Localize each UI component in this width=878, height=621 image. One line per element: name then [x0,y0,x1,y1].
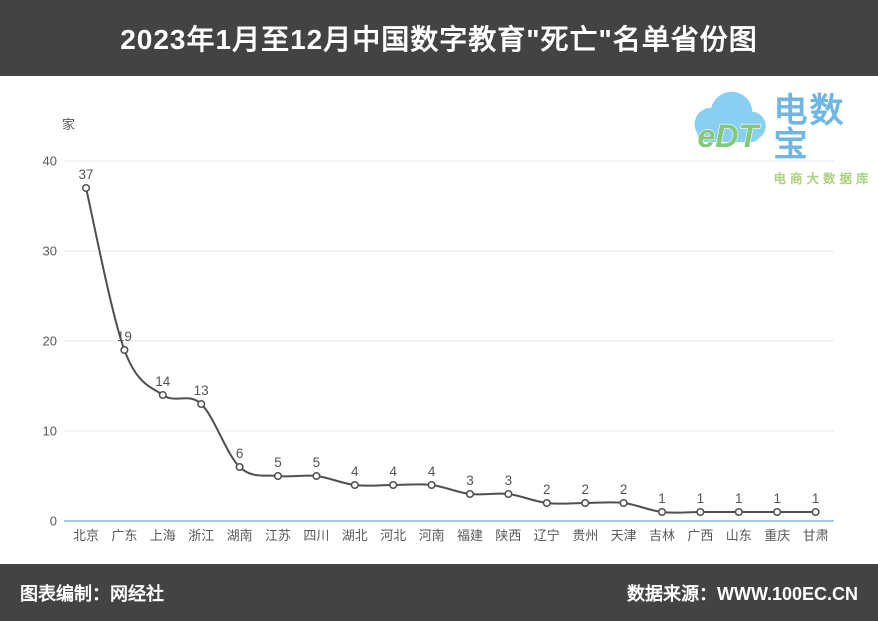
data-point-label: 3 [505,473,513,488]
data-point-label: 1 [812,491,820,506]
watermark-brand: 电数宝 [773,92,846,164]
x-category-label: 辽宁 [534,528,560,543]
data-point-marker [542,498,551,508]
watermark-text-block: 电数宝 电商大数据库 [774,86,876,187]
x-category-label: 江苏 [265,528,291,543]
data-point-marker [581,498,590,508]
data-point-marker [465,489,475,499]
x-category-label: 上海 [150,528,176,543]
data-point-label: 37 [78,167,93,182]
y-tick-label: 40 [43,154,57,169]
data-point-label: 6 [236,446,244,461]
x-category-label: 重庆 [764,528,790,543]
x-category-label: 浙江 [188,528,214,543]
data-point-label: 2 [543,482,551,497]
data-point-label: 4 [428,464,436,479]
data-point-label: 2 [620,482,628,497]
data-point-label: 5 [313,455,321,470]
cloud-shape [694,91,766,143]
x-category-label: 河北 [380,528,406,543]
chart-svg: 家01020304037北京19广东14上海13浙江6湖南5江苏5四川4湖北4河… [43,117,834,543]
data-point-marker [773,507,782,517]
y-tick-label: 20 [43,334,57,349]
y-axis-unit-label: 家 [62,117,75,132]
data-point-marker [504,489,513,499]
data-line [85,187,816,514]
x-category-label: 河南 [419,528,445,543]
watermark-tagline: 电商大数据库 [773,172,873,186]
data-point-marker [312,471,321,481]
x-category-label: 福建 [457,528,483,543]
data-point-label: 1 [658,491,666,506]
data-point-marker [734,507,743,517]
data-point-marker [350,480,359,490]
x-category-label: 北京 [73,528,99,543]
x-category-label: 湖南 [227,528,253,543]
x-category-label: 吉林 [649,528,675,543]
data-point-label: 5 [274,455,282,470]
data-point-marker [811,507,820,517]
data-point-label: 1 [697,491,705,506]
data-point-marker [619,498,628,508]
cloud-logo-icon: eDT [694,91,766,154]
footer-bar: 图表编制：网经社 数据来源：WWW.100EC.CN [0,564,878,621]
x-category-label: 天津 [611,528,637,543]
data-point-marker [81,183,91,193]
data-point-marker [389,480,398,490]
x-category-label: 山东 [726,528,752,543]
data-point-label: 1 [735,491,743,506]
data-point-marker [657,507,667,517]
footer-credit: 图表编制：网经社 [20,583,164,604]
data-point-marker [273,471,283,481]
x-category-label: 广西 [687,528,713,543]
y-tick-label: 10 [43,424,57,439]
footer-source: 数据来源：WWW.100EC.CN [626,583,858,604]
y-tick-label: 0 [50,514,57,529]
data-point-marker [427,480,436,490]
data-point-label: 3 [466,473,474,488]
data-point-marker [158,390,167,400]
x-category-label: 广东 [111,528,137,543]
data-point-marker [120,345,129,355]
logo-edt-text: eDT [697,118,760,154]
x-category-label: 陕西 [495,528,521,543]
data-point-label: 19 [117,329,132,344]
data-point-label: 2 [581,482,589,497]
x-category-label: 甘肃 [803,528,829,543]
data-point-label: 13 [194,383,209,398]
x-category-label: 四川 [303,528,329,543]
data-point-label: 1 [773,491,781,506]
data-point-label: 4 [389,464,397,479]
data-point-marker [197,399,206,409]
y-tick-label: 30 [43,244,57,259]
x-category-label: 湖北 [342,528,368,543]
data-point-marker [696,507,705,517]
chart-area: 家 0 10 20 30 40 37 北京 19 广东 14 上海 13 浙江 6 湖南 5 江苏 5 四川 4 湖北 4 河… [0,76,878,564]
data-point-label: 4 [351,464,359,479]
data-point-marker [235,462,244,472]
watermark-logo: eDT 电数宝 电商大数据库 [686,86,876,186]
data-point-label: 14 [155,374,171,389]
x-category-label: 贵州 [572,528,598,543]
header-bar: 2023年1月至12月中国数字教育"死亡"名单省份图 [0,0,878,76]
page-title: 2023年1月至12月中国数字教育"死亡"名单省份图 [120,24,758,55]
